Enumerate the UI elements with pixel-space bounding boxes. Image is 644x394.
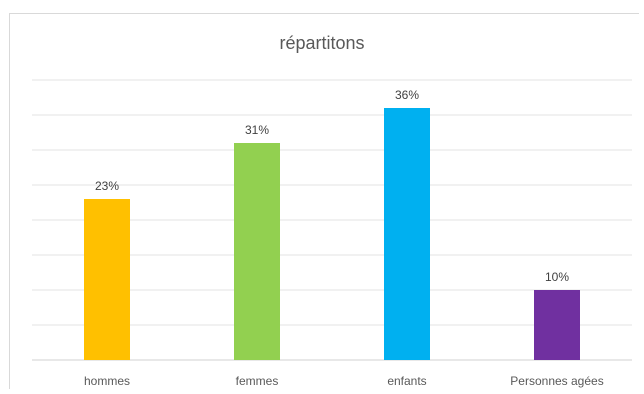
x-tick-label: enfants: [387, 374, 426, 388]
x-tick-label: Personnes agées: [510, 374, 603, 388]
chart-title: répartitons: [279, 33, 365, 53]
bar-enfants: [384, 108, 430, 360]
bar-personnes-agées: [534, 290, 580, 360]
data-label: 36%: [395, 88, 419, 102]
x-tick-label: hommes: [84, 374, 130, 388]
data-label: 23%: [95, 179, 119, 193]
bar-hommes: [84, 199, 130, 360]
x-tick-label: femmes: [236, 374, 279, 388]
data-label: 10%: [545, 270, 569, 284]
bar-femmes: [234, 143, 280, 360]
data-label: 31%: [245, 123, 269, 137]
